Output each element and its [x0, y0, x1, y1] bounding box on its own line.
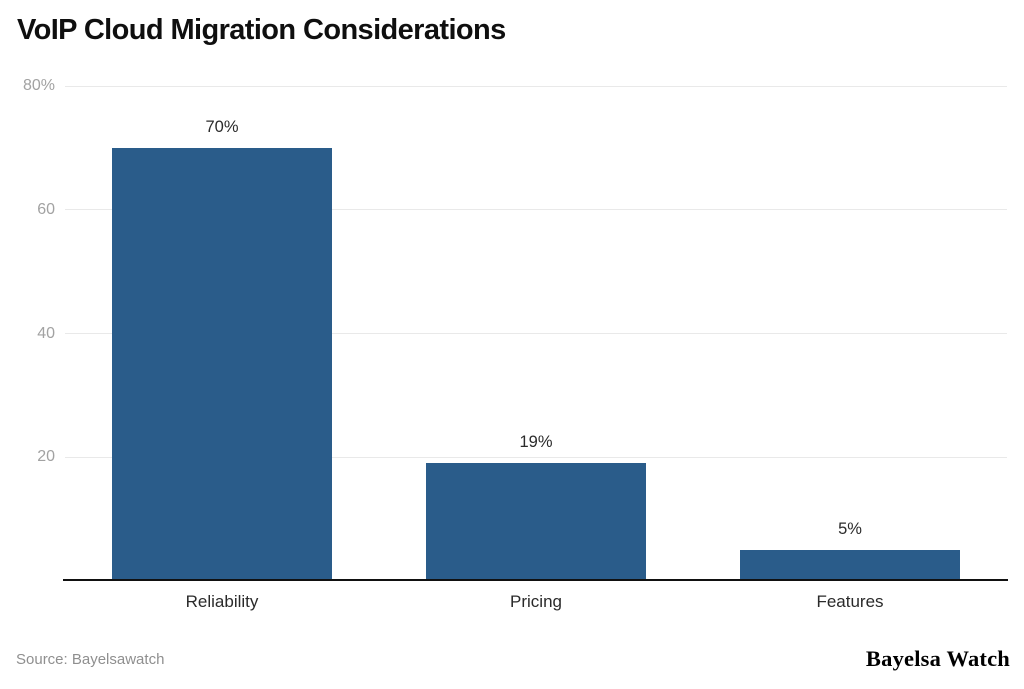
value-label: 5% — [838, 520, 862, 538]
y-tick-label: 40 — [37, 324, 55, 342]
bar-reliability — [112, 148, 332, 581]
y-tick-label: 80% — [22, 77, 55, 94]
brand-text: Bayelsa Watch — [865, 646, 1010, 671]
bar-features — [740, 550, 960, 581]
y-gridline-80 — [65, 85, 1007, 87]
y-tick-label: 60 — [37, 200, 55, 218]
category-label: Reliability — [185, 592, 259, 611]
y-gridline-40 — [65, 333, 1007, 334]
x-axis-line — [63, 579, 1008, 581]
value-label: 19% — [519, 433, 553, 451]
bar-pricing — [426, 463, 646, 581]
y-gridline-60 — [65, 209, 1007, 211]
category-label: Features — [816, 592, 884, 611]
source-text: Source: Bayelsawatch — [16, 651, 165, 668]
value-label: 70% — [205, 118, 239, 136]
category-label: Pricing — [510, 592, 562, 611]
y-gridline-20 — [65, 456, 1007, 458]
chart-title: VoIP Cloud Migration Considerations — [17, 14, 506, 46]
y-tick-label: 20 — [37, 448, 55, 466]
